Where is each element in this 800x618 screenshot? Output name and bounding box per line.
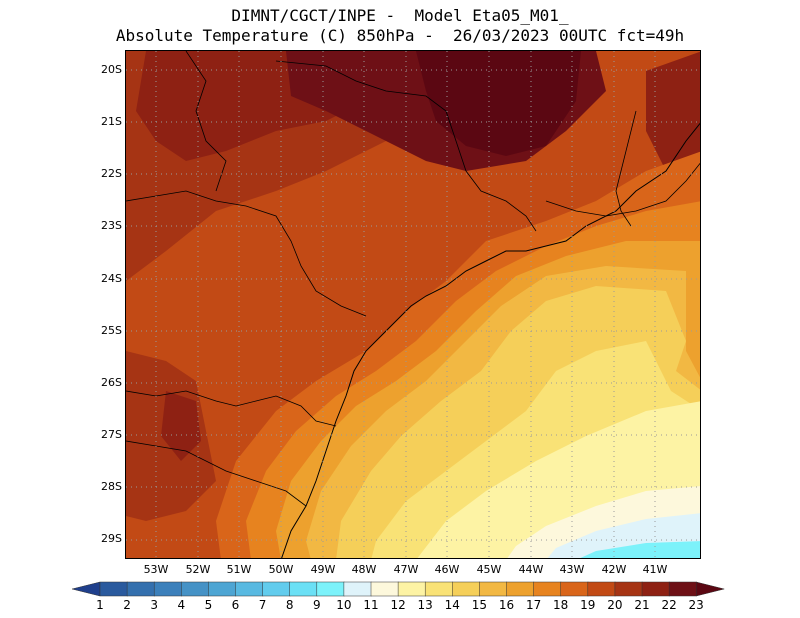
- color-bar-cell: [641, 581, 670, 597]
- color-bar-cell: [289, 581, 318, 597]
- state-border-5: [185, 51, 227, 192]
- color-bar-cell: [208, 581, 237, 597]
- color-bar-cell: [343, 581, 372, 597]
- lat-label-21s: 21S: [101, 115, 122, 128]
- lat-label-29s: 29S: [101, 532, 122, 545]
- color-bar-label: 13: [417, 598, 433, 612]
- color-bar-cell: [262, 581, 291, 597]
- color-bar-label: 14: [444, 598, 460, 612]
- lat-label-28s: 28S: [101, 480, 122, 493]
- state-border-1: [126, 190, 367, 317]
- color-bar-label: 11: [363, 598, 379, 612]
- color-bar-label: 20: [607, 598, 623, 612]
- graticule: [126, 51, 700, 558]
- lat-label-25s: 25S: [101, 324, 122, 337]
- color-bar-label: 9: [312, 598, 321, 612]
- color-bar-cell: [587, 581, 616, 597]
- temp-band-24: [416, 51, 581, 156]
- color-bar-label: 6: [231, 598, 240, 612]
- color-bar-label: 12: [390, 598, 406, 612]
- color-bar-label: 10: [336, 598, 352, 612]
- color-bar-cell: [99, 581, 128, 597]
- lon-label-52w: 52W: [185, 563, 211, 576]
- state-border-7: [545, 162, 700, 217]
- color-bar-label: 3: [150, 598, 158, 612]
- lon-label-53w: 53W: [143, 563, 169, 576]
- map-title-line-1: DIMNT/CGCT/INPE - Model Eta05_M01_: [231, 6, 569, 25]
- color-bar-cell: [560, 581, 589, 597]
- color-bar-cell: [614, 581, 643, 597]
- state-border-3: [126, 440, 307, 507]
- color-bar-cell: [479, 581, 508, 597]
- lon-label-42w: 42W: [601, 563, 627, 576]
- temperature-map: [125, 50, 701, 559]
- temp-band-22-southwest: [161, 391, 201, 461]
- lon-label-50w: 50W: [268, 563, 294, 576]
- color-bar-cell: [668, 581, 697, 597]
- lon-label-44w: 44W: [518, 563, 544, 576]
- state-border-4: [275, 60, 537, 232]
- color-bar-cell: [424, 581, 453, 597]
- color-bar-cell: [235, 581, 264, 597]
- color-bar-cell: [397, 581, 426, 597]
- lon-label-48w: 48W: [351, 563, 377, 576]
- temp-band-10: [580, 541, 700, 558]
- color-bar-label: 1: [96, 598, 104, 612]
- color-bar-label: 23: [688, 598, 704, 612]
- lon-label-49w: 49W: [310, 563, 336, 576]
- color-bar-label: 4: [177, 598, 186, 612]
- lon-label-46w: 46W: [434, 563, 460, 576]
- color-bar-cell: [181, 581, 209, 597]
- color-bar-label: 5: [204, 598, 213, 612]
- color-bar-arrow-right: [695, 581, 725, 597]
- lat-label-20s: 20S: [101, 63, 122, 76]
- lat-label-27s: 27S: [101, 428, 122, 441]
- color-bar-label: 17: [525, 598, 542, 612]
- color-bar-cell: [126, 581, 155, 597]
- color-bar-label: 22: [661, 598, 677, 612]
- coastline: [281, 122, 700, 558]
- color-bar-cell: [506, 581, 535, 597]
- lon-label-51w: 51W: [226, 563, 252, 576]
- lat-label-22s: 22S: [101, 167, 122, 180]
- color-bar-label: 19: [580, 598, 596, 612]
- color-bar-cell: [533, 581, 562, 597]
- color-bar-cell: [153, 581, 182, 597]
- color-bar-label: 15: [471, 598, 488, 612]
- color-bar-arrow-left: [71, 581, 101, 597]
- state-border-6: [615, 110, 637, 227]
- lon-label-47w: 47W: [393, 563, 419, 576]
- color-bar-label: 18: [553, 598, 569, 612]
- color-bar-label: 8: [285, 598, 294, 612]
- color-bar-cell: [316, 581, 345, 597]
- lon-label-45w: 45W: [476, 563, 502, 576]
- map-title-line-2: Absolute Temperature (C) 850hPa - 26/03/…: [115, 26, 685, 45]
- lon-label-41w: 41W: [642, 563, 668, 576]
- color-bar-cell: [452, 581, 480, 597]
- lat-label-24s: 24S: [101, 272, 122, 285]
- lon-label-43w: 43W: [559, 563, 585, 576]
- color-bar-label: 16: [498, 598, 515, 612]
- lat-label-23s: 23S: [101, 219, 122, 232]
- color-bar-label: 7: [258, 598, 267, 612]
- lat-label-26s: 26S: [101, 376, 122, 389]
- color-bar-label: 2: [123, 598, 131, 612]
- map-canvas: [126, 51, 700, 558]
- color-bar-cell: [370, 581, 399, 597]
- color-bar-label: 21: [634, 598, 650, 612]
- state-border-2: [126, 390, 337, 427]
